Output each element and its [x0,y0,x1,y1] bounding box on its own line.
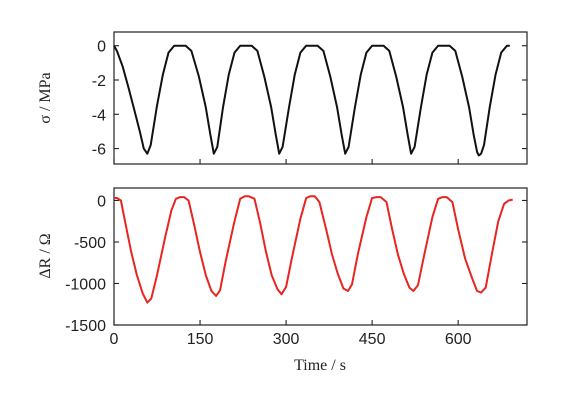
resistance-x-ticks: 0 150 300 450 600 [110,320,472,348]
x-tick-label: 300 [273,331,300,348]
x-tick-label: 600 [445,331,472,348]
resistance-plot-frame [113,187,528,326]
resistance-panel: 0 -500 -1000 -1500 0 150 300 450 600 ΔR / Ω Tim… [37,187,528,374]
resistance-series-line [114,195,513,304]
x-tick-label: 150 [187,331,214,348]
stress-x-ticks [113,159,459,164]
x-tick-label: 0 [110,331,119,348]
stress-series-line [113,44,510,157]
x-tick-label: 450 [359,331,386,348]
stress-y-axis-title: σ / MPa [37,72,54,123]
y-tick-label: 0 [97,39,106,56]
resistance-y-axis-title: ΔR / Ω [37,233,54,278]
y-tick-label: -1000 [65,276,106,293]
stress-plot-frame [113,31,528,165]
y-tick-label: -4 [92,107,106,124]
y-tick-label: 0 [97,193,106,210]
y-tick-label: -1500 [65,318,106,335]
y-tick-label: -500 [74,235,106,252]
stress-y-ticks: 0 -2 -4 -6 [92,39,527,159]
y-tick-label: -6 [92,142,106,159]
x-axis-title: Time / s [294,357,346,374]
stress-panel: 0 -2 -4 -6 σ / MPa [37,31,528,165]
resistance-y-ticks: 0 -500 -1000 -1500 [65,193,527,335]
y-tick-label: -2 [92,73,106,90]
